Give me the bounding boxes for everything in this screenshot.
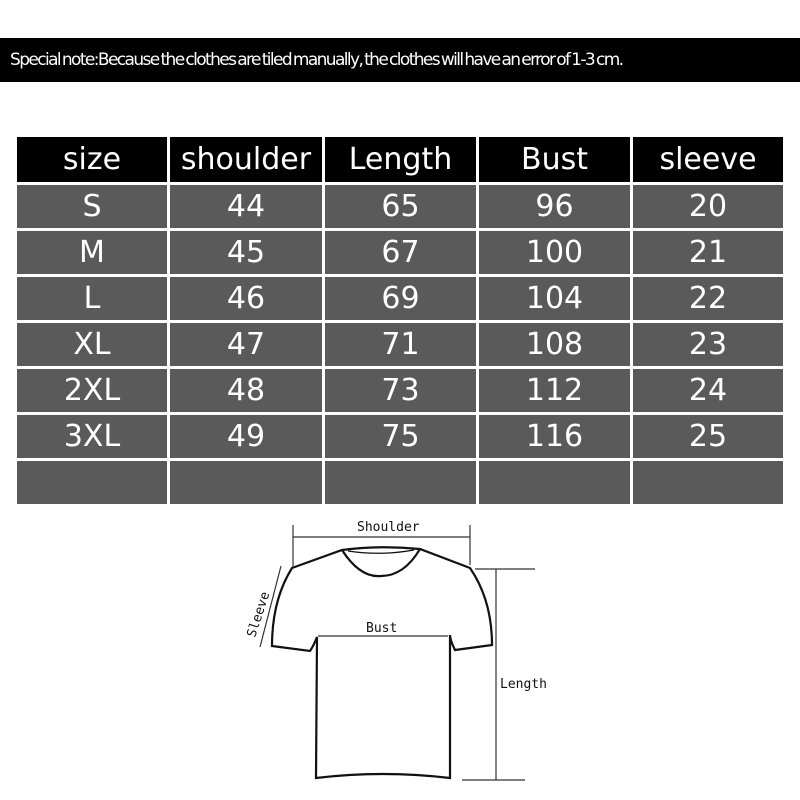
table-cell: 108 xyxy=(479,323,630,366)
table-cell: 2XL xyxy=(17,369,167,412)
header-cell: shoulder xyxy=(170,137,322,182)
table-cell: 69 xyxy=(325,277,476,320)
table-cell: 24 xyxy=(633,369,783,412)
bust-label: Bust xyxy=(366,621,397,636)
table-cell: 71 xyxy=(325,323,476,366)
table-cell: 21 xyxy=(633,231,783,274)
table-cell xyxy=(170,461,322,504)
table-cell: 49 xyxy=(170,415,322,458)
table-cell: 75 xyxy=(325,415,476,458)
measure-lines xyxy=(259,525,535,781)
table-cell: M xyxy=(17,231,167,274)
table-cell xyxy=(17,461,167,504)
special-note-banner: Special note:Because the clothes are til… xyxy=(0,38,800,82)
table-cell: 116 xyxy=(479,415,630,458)
table-cell: 96 xyxy=(479,185,630,228)
shoulder-label: Shoulder xyxy=(357,520,420,535)
header-cell: Length xyxy=(325,137,476,182)
length-label: Length xyxy=(500,677,547,692)
table-cell: S xyxy=(17,185,167,228)
table-cell: 22 xyxy=(633,277,783,320)
table-cell: 73 xyxy=(325,369,476,412)
table-cell: 67 xyxy=(325,231,476,274)
table-cell: 20 xyxy=(633,185,783,228)
table-cell: 23 xyxy=(633,323,783,366)
header-cell: Bust xyxy=(479,137,630,182)
table-cell xyxy=(479,461,630,504)
table-cell: 65 xyxy=(325,185,476,228)
sleeve-label: Sleeve xyxy=(245,590,274,639)
table-cell: 45 xyxy=(170,231,322,274)
table-cell: 100 xyxy=(479,231,630,274)
table-cell: 112 xyxy=(479,369,630,412)
table-cell: 3XL xyxy=(17,415,167,458)
table-cell: 44 xyxy=(170,185,322,228)
header-cell: sleeve xyxy=(633,137,783,182)
table-cell: L xyxy=(17,277,167,320)
table-cell: 46 xyxy=(170,277,322,320)
table-cell xyxy=(633,461,783,504)
table-cell: 25 xyxy=(633,415,783,458)
table-cell: 48 xyxy=(170,369,322,412)
table-cell: XL xyxy=(17,323,167,366)
header-cell: size xyxy=(17,137,167,182)
tshirt-outline xyxy=(270,546,494,780)
table-cell: 104 xyxy=(479,277,630,320)
table-cell: 47 xyxy=(170,323,322,366)
table-cell xyxy=(325,461,476,504)
